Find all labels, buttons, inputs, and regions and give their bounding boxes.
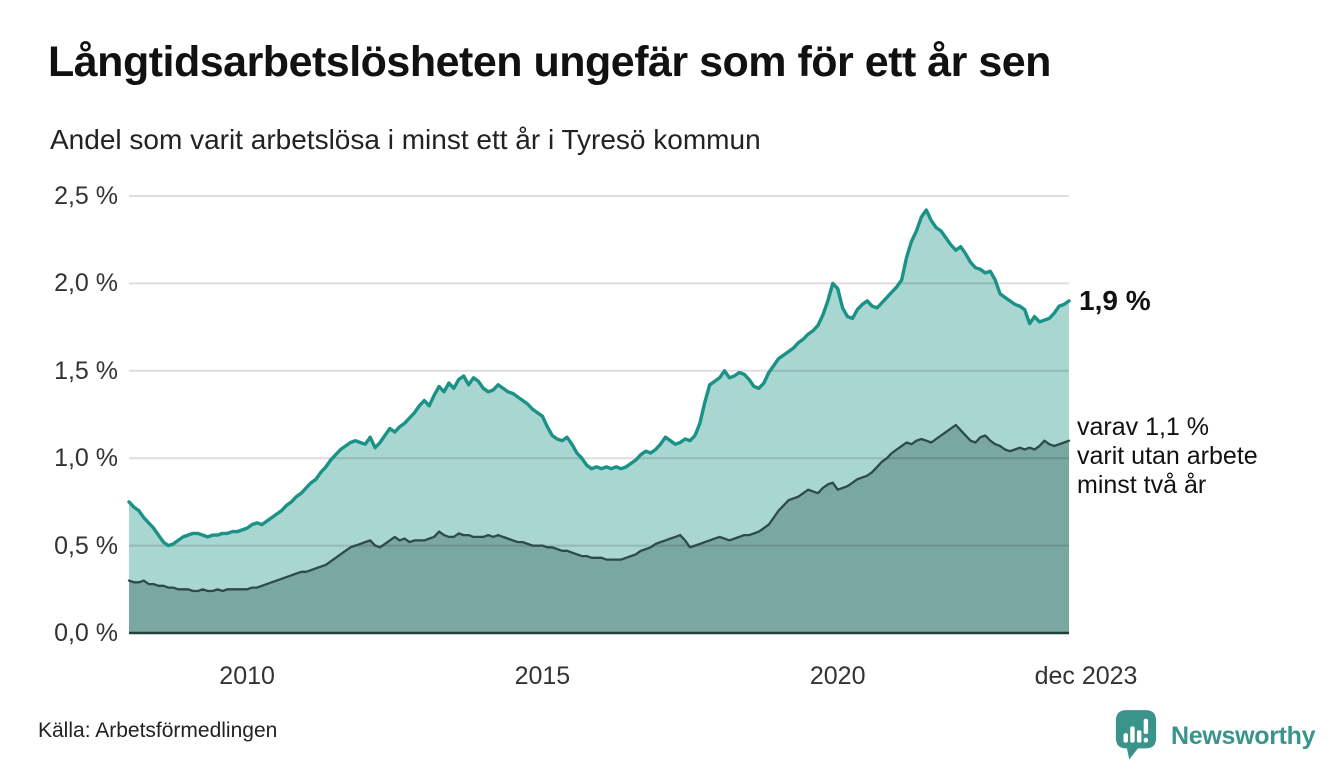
y-tick-label: 2,0 % (54, 269, 118, 298)
area-fill-series-1 (129, 425, 1069, 633)
latest-value-annotation: 1,9 % (1079, 285, 1151, 316)
y-tick-label: 0,0 % (54, 619, 118, 647)
two-year-annotation-line-2: varit utan arbete (1077, 442, 1258, 470)
line-total (127, 208, 1071, 548)
x-tick-label: 2010 (219, 662, 275, 690)
x-tick-label: 2020 (809, 662, 866, 690)
y-tick-label: 0,5 % (54, 531, 118, 560)
newsworthy-logo-icon (1115, 710, 1157, 760)
x-tick-label: 2015 (514, 662, 571, 690)
two-year-annotation: varav 1,1 % varit utan arbete minst två … (1077, 413, 1258, 500)
y-tick-label: 1,5 % (54, 356, 118, 385)
two-year-annotation-line-1: varav 1,1 % (1077, 413, 1210, 441)
newsworthy-branding: Newsworthy (1113, 709, 1316, 761)
line-two-year (127, 423, 1071, 593)
source-label: Källa: Arbetsförmedlingen (38, 719, 278, 742)
y-tick-label: 1,0 % (54, 444, 118, 473)
y-tick-label: 2,5 % (54, 182, 118, 210)
chart-subtitle: Andel som varit arbetslösa i minst ett å… (50, 124, 761, 155)
chart-title: Långtidsarbetslösheten ungefär som för e… (48, 38, 1051, 86)
x-tick-label: dec 2023 (1034, 662, 1138, 690)
newsworthy-wordmark: Newsworthy (1171, 722, 1316, 750)
two-year-annotation-line-3: minst två år (1077, 471, 1207, 499)
